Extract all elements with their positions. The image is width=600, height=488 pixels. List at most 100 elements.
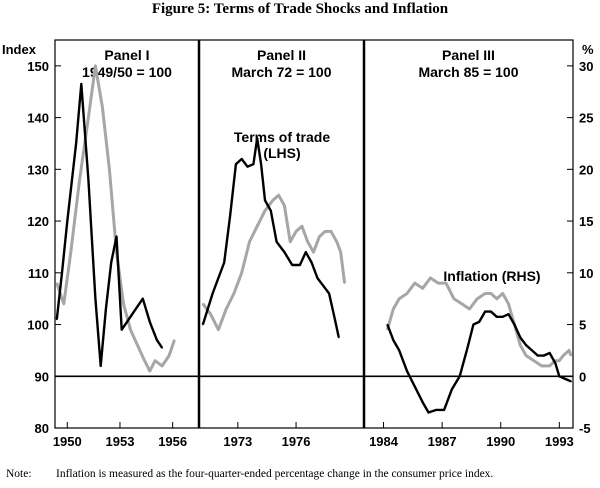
- inflation-point: [445, 282, 447, 284]
- inflation-point: [484, 292, 486, 295]
- terms-of-trade-point: [275, 240, 278, 243]
- right-axis-tick-label: 15: [579, 214, 593, 229]
- terms-of-trade-point: [334, 318, 336, 321]
- terms-of-trade-point: [466, 347, 469, 349]
- terms-of-trade-point: [443, 409, 445, 411]
- terms-of-trade-point: [435, 409, 438, 411]
- terms-of-trade-point: [484, 310, 486, 313]
- left-axis-tick-label: 120: [27, 214, 49, 229]
- terms-of-trade-point: [558, 375, 561, 378]
- terms-of-trade-point: [537, 354, 539, 357]
- inflation-point: [108, 168, 111, 171]
- inflation-point: [78, 178, 81, 181]
- inflation-point: [568, 349, 570, 352]
- panel-title: Panel III: [442, 47, 495, 63]
- terms-of-trade-point: [142, 297, 144, 300]
- terms-of-trade-point: [283, 251, 286, 253]
- x-axis-tick-label: 1953: [106, 434, 135, 449]
- terms-of-trade-point: [570, 380, 572, 383]
- right-axis-title: %: [582, 42, 594, 57]
- terms-of-trade-point: [61, 272, 63, 274]
- x-axis-tick-label: 1950: [53, 434, 82, 449]
- terms-of-trade-point: [235, 163, 237, 165]
- left-axis-tick-label: 130: [27, 162, 49, 177]
- terms-of-trade-point: [149, 321, 151, 323]
- inflation-point: [271, 199, 274, 202]
- x-axis-tick-label: 1993: [545, 434, 574, 449]
- terms-of-trade-point: [542, 354, 545, 357]
- terms-of-trade-point: [478, 321, 481, 323]
- left-axis-tick-label: 110: [28, 266, 49, 281]
- inflation-point: [429, 277, 432, 279]
- terms-of-trade-point: [421, 401, 424, 403]
- inflation-point: [558, 359, 561, 362]
- inflation-point: [70, 251, 72, 253]
- terms-of-trade-point: [458, 375, 461, 378]
- inflation-point: [289, 240, 292, 243]
- terms-of-trade-point: [299, 264, 301, 266]
- series-annotation: Terms of trade: [234, 129, 330, 145]
- note-label: Note:: [6, 468, 32, 480]
- inflation-point: [507, 303, 510, 305]
- terms-of-trade-point: [337, 336, 340, 339]
- inflation-point: [386, 328, 389, 331]
- terms-of-trade-point: [246, 165, 249, 168]
- chart-note: Note: Inflation is measured as the four-q…: [6, 468, 600, 480]
- terms-of-trade-point: [223, 261, 226, 264]
- inflation-point: [324, 230, 326, 233]
- terms-of-trade-point: [66, 220, 69, 222]
- x-axis-tick-label: 1973: [223, 434, 252, 449]
- inflation-point: [202, 303, 204, 305]
- inflation-point: [525, 354, 527, 357]
- terms-of-trade-point: [291, 264, 293, 266]
- right-axis-tick-label: 30: [579, 59, 593, 74]
- x-axis-tick-label: 1984: [369, 434, 399, 449]
- inflation-point: [562, 354, 565, 357]
- inflation-point: [413, 282, 416, 284]
- terms-of-trade-point: [392, 339, 395, 341]
- terms-of-trade-point: [161, 347, 163, 349]
- inflation-point: [501, 292, 504, 295]
- inflation-point: [306, 240, 309, 243]
- inflation-point: [336, 240, 338, 243]
- terms-of-trade-line: [386, 310, 572, 414]
- terms-of-trade-point: [105, 308, 107, 310]
- panel-base-label: March 72 = 100: [231, 64, 331, 80]
- terms-of-trade-point: [80, 83, 83, 85]
- right-axis-tick-label: 0: [579, 369, 586, 384]
- inflation-point: [101, 106, 104, 109]
- panel-base-label: March 85 = 100: [418, 64, 518, 80]
- left-axis-tick-label: 90: [35, 369, 49, 384]
- terms-of-trade-point: [386, 323, 389, 326]
- terms-of-trade-point: [554, 362, 557, 365]
- terms-of-trade-point: [472, 323, 475, 326]
- inflation-point: [295, 230, 297, 233]
- inflation-point: [490, 292, 492, 295]
- terms-of-trade-point: [229, 215, 231, 217]
- inflation-point: [312, 251, 315, 253]
- terms-of-trade-point: [156, 339, 158, 341]
- left-axis-tick-label: 100: [27, 318, 49, 333]
- terms-of-trade-line: [55, 82, 164, 368]
- terms-of-trade-point: [531, 349, 533, 352]
- inflation-point: [149, 370, 151, 372]
- inflation-point: [548, 365, 551, 367]
- inflation-point: [339, 251, 342, 253]
- terms-of-trade-point: [501, 315, 504, 318]
- terms-of-trade-point: [126, 321, 128, 323]
- inflation-point: [136, 344, 139, 347]
- terms-of-trade-point: [87, 178, 90, 181]
- inflation-point: [460, 303, 463, 305]
- terms-of-trade-point: [398, 349, 400, 352]
- note-text: Inflation is measured as the four-quarte…: [56, 468, 494, 480]
- terms-of-trade-point: [507, 313, 510, 315]
- inflation-point: [129, 328, 132, 331]
- inflation-point: [143, 359, 146, 362]
- inflation-point: [277, 194, 280, 196]
- inflation-point: [240, 272, 243, 274]
- terms-of-trade-point: [451, 388, 453, 391]
- inflation-point: [256, 225, 259, 228]
- terms-of-trade-point: [115, 235, 118, 238]
- inflation-point: [476, 297, 479, 300]
